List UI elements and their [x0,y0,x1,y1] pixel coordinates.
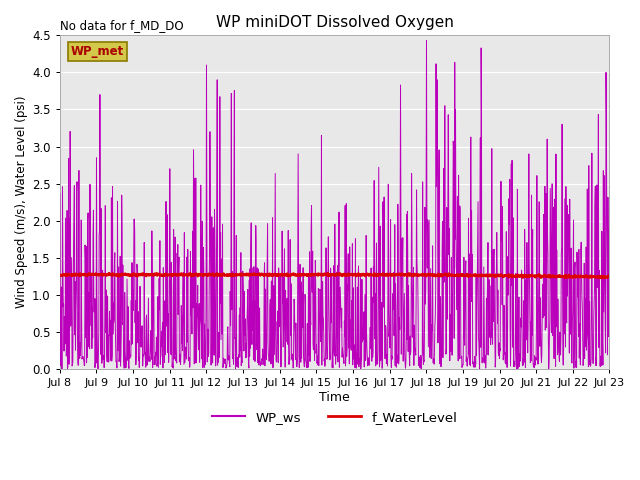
X-axis label: Time: Time [319,391,350,404]
Legend: WP_ws, f_WaterLevel: WP_ws, f_WaterLevel [207,406,462,429]
Text: WP_met: WP_met [71,45,124,59]
Y-axis label: Wind Speed (m/s), Water Level (psi): Wind Speed (m/s), Water Level (psi) [15,96,28,308]
Title: WP miniDOT Dissolved Oxygen: WP miniDOT Dissolved Oxygen [216,15,454,30]
Text: No data for f_MD_DO: No data for f_MD_DO [60,19,184,32]
